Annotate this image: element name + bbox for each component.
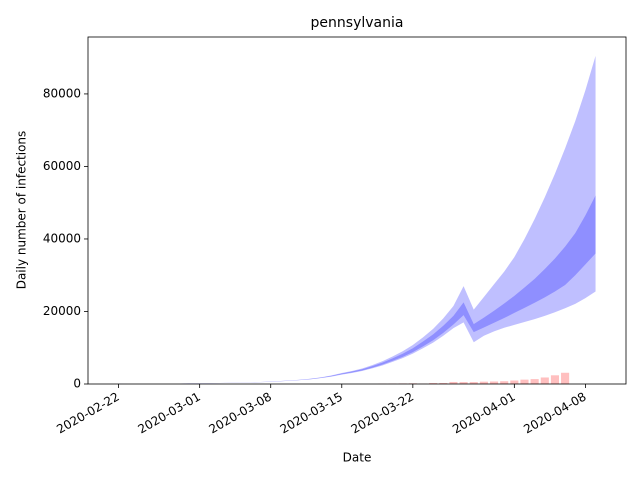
y-tick-label: 60000 bbox=[43, 159, 81, 173]
bar bbox=[520, 379, 529, 384]
x-tick-label: 2020-03-15 bbox=[278, 390, 345, 437]
y-tick-label: 20000 bbox=[43, 304, 81, 318]
bar bbox=[469, 382, 478, 384]
x-tick-label: 2020-02-22 bbox=[54, 390, 121, 437]
x-tick-label: 2020-03-22 bbox=[349, 390, 416, 437]
bar bbox=[439, 382, 448, 384]
x-tick-label: 2020-03-01 bbox=[136, 390, 203, 437]
bar bbox=[489, 381, 499, 384]
chart-title: pennsylvania bbox=[311, 15, 404, 31]
bar bbox=[550, 375, 560, 384]
x-axis-label: Date bbox=[343, 451, 372, 465]
x-tick-label: 2020-04-01 bbox=[450, 390, 517, 437]
band bbox=[118, 55, 596, 384]
x-tick-label: 2020-04-08 bbox=[521, 390, 588, 437]
bar bbox=[540, 377, 549, 384]
y-axis-label: Daily number of infections bbox=[15, 131, 29, 290]
bar bbox=[561, 372, 570, 384]
bar bbox=[510, 380, 519, 384]
y-tick-label: 0 bbox=[73, 377, 81, 391]
x-tick-label: 2020-03-08 bbox=[207, 390, 274, 437]
bar bbox=[479, 381, 488, 384]
plot-frame bbox=[87, 36, 627, 385]
bar bbox=[500, 381, 509, 384]
bar bbox=[459, 382, 468, 384]
y-tick-label: 40000 bbox=[43, 231, 81, 245]
bar bbox=[429, 383, 438, 384]
bar bbox=[530, 379, 539, 384]
bar bbox=[449, 381, 458, 384]
band bbox=[118, 195, 596, 384]
y-tick-label: 80000 bbox=[43, 86, 81, 100]
